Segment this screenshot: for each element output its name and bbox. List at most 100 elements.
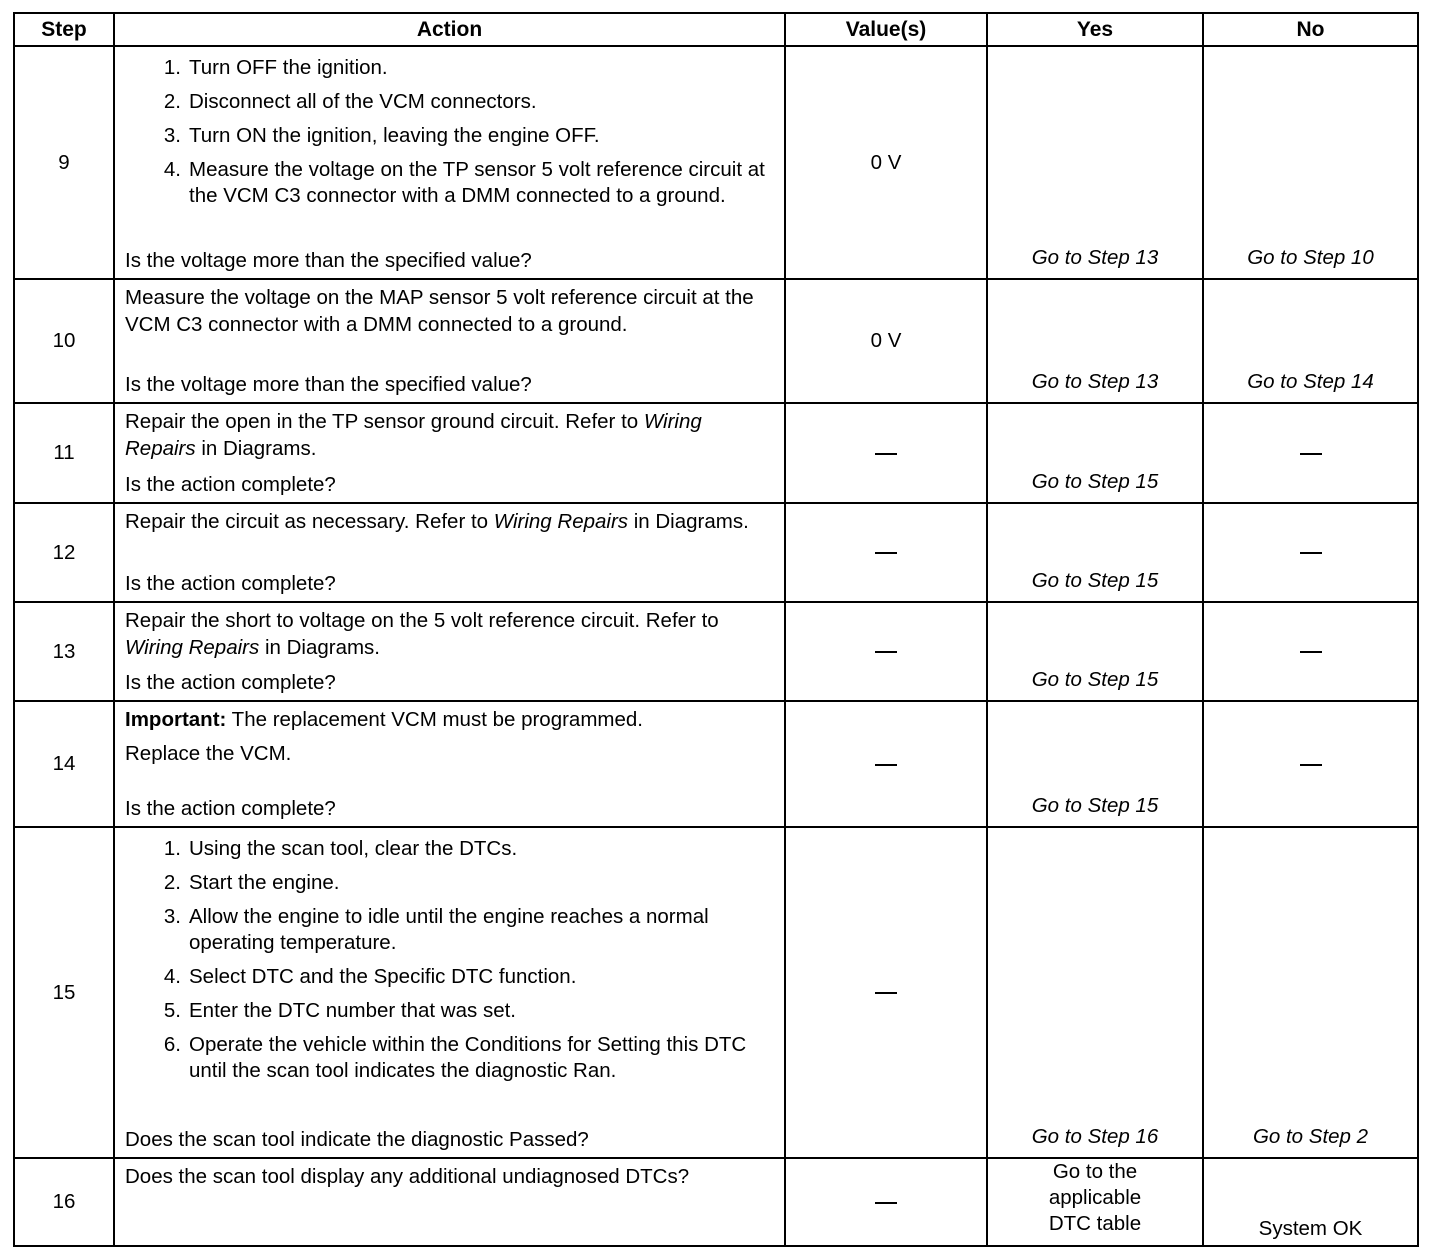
no-cell	[1202, 700, 1419, 828]
action-content: Repair the short to voltage on the 5 vol…	[125, 607, 774, 696]
yes-link[interactable]: Go to Step 15	[1031, 470, 1159, 493]
no-cell	[1202, 601, 1419, 702]
header-row: Step Action Value(s) Yes No	[13, 12, 1419, 47]
action-content: Important: The replacement VCM must be p…	[125, 706, 774, 822]
step-index: 4.	[163, 965, 181, 988]
action-text: Repair the open in the TP sensor ground …	[125, 410, 644, 433]
yes-link[interactable]: Go to Step 16	[1031, 1125, 1159, 1148]
action-step: 1. Using the scan tool, clear the DTCs.	[125, 836, 774, 862]
step-index: 3.	[163, 124, 181, 147]
action-cell: Important: The replacement VCM must be p…	[113, 700, 786, 828]
action-paragraph: Repair the open in the TP sensor ground …	[125, 408, 774, 462]
action-text: Measure the voltage on the MAP sensor 5 …	[125, 286, 754, 336]
no-link[interactable]: Go to Step 2	[1252, 1125, 1369, 1148]
action-text: in Diagrams.	[628, 510, 749, 533]
dash-icon	[875, 552, 897, 555]
step-text: Turn OFF the ignition.	[189, 56, 388, 79]
dash-icon	[1299, 552, 1322, 555]
yes-link[interactable]: Go to the applicable DTC table	[1048, 1160, 1142, 1235]
reference-link-text: Wiring Repairs	[125, 410, 702, 460]
action-question: Is the action complete?	[125, 671, 336, 694]
action-step: 4. Select DTC and the Specific DTC functi…	[125, 964, 774, 990]
step-index: 3.	[163, 905, 181, 928]
table-row: 9 1. Turn OFF the ignition. 2. Disconnect al…	[13, 45, 1419, 280]
action-text: Repair the circuit as necessary. Refer t…	[125, 510, 494, 533]
step-text: Measure the voltage on the TP sensor 5 v…	[189, 158, 765, 207]
action-text: Does the scan tool display any additiona…	[125, 1165, 690, 1188]
dash-icon	[875, 651, 897, 654]
action-step: 2. Disconnect all of the VCM connectors.	[125, 89, 774, 115]
action-question: Is the action complete?	[125, 572, 336, 595]
step-number: 12	[13, 502, 115, 603]
step-text: Select DTC and the Specific DTC function…	[189, 965, 577, 988]
table-row: 12 Repair the circuit as necessary. Refer…	[13, 502, 1419, 603]
step-number: 9	[13, 45, 115, 280]
no-cell: Go to Step 2	[1202, 826, 1419, 1159]
no-link[interactable]: System OK	[1258, 1217, 1363, 1240]
yes-cell: Go to the applicable DTC table	[986, 1157, 1204, 1247]
table-row: 11 Repair the open in the TP sensor groun…	[13, 402, 1419, 504]
yes-link[interactable]: Go to Step 15	[1031, 668, 1159, 691]
step-text: Operate the vehicle within the Condition…	[189, 1033, 747, 1082]
dash-icon	[1299, 452, 1322, 455]
action-body: 1. Using the scan tool, clear the DTCs. 2.…	[125, 832, 774, 1092]
action-paragraph: Repair the circuit as necessary. Refer t…	[125, 508, 774, 535]
action-body: 1. Turn OFF the ignition. 2. Disconnect all…	[125, 51, 774, 217]
value-cell: 0 V	[784, 278, 988, 404]
yes-link[interactable]: Go to Step 15	[1031, 794, 1159, 817]
action-step: 3. Allow the engine to idle until the eng…	[125, 904, 774, 956]
no-cell	[1202, 402, 1419, 504]
yes-cell: Go to Step 15	[986, 700, 1204, 828]
step-index: 2.	[163, 871, 181, 894]
step-index: 2.	[163, 90, 181, 113]
no-link[interactable]: Go to Step 14	[1247, 370, 1374, 393]
action-question: Is the voltage more than the specified v…	[125, 249, 532, 272]
action-question: Is the action complete?	[125, 473, 336, 496]
no-link[interactable]: Go to Step 10	[1247, 246, 1374, 269]
dash-icon	[875, 452, 897, 455]
action-step: 6. Operate the vehicle within the Conditi…	[125, 1032, 774, 1084]
value-text: 0 V	[870, 150, 902, 174]
action-paragraph: Replace the VCM.	[125, 740, 774, 767]
yes-link[interactable]: Go to Step 13	[1031, 370, 1159, 393]
action-text: Repair the short to voltage on the 5 vol…	[125, 609, 719, 632]
yes-cell: Go to Step 13	[986, 278, 1204, 404]
action-content: 1. Turn OFF the ignition. 2. Disconnect all…	[125, 51, 774, 274]
step-text: Disconnect all of the VCM connectors.	[189, 90, 537, 113]
table-row: 10 Measure the voltage on the MAP sensor …	[13, 278, 1419, 404]
reference-link-text: Wiring Repairs	[125, 636, 260, 659]
action-cell: Repair the short to voltage on the 5 vol…	[113, 601, 786, 702]
action-cell: Repair the open in the TP sensor ground …	[113, 402, 786, 504]
step-number: 13	[13, 601, 115, 702]
no-cell: Go to Step 10	[1202, 45, 1419, 280]
value-cell	[784, 601, 988, 702]
step-index: 1.	[163, 56, 181, 79]
yes-link[interactable]: Go to Step 13	[1031, 246, 1159, 269]
action-paragraph: Repair the short to voltage on the 5 vol…	[125, 607, 774, 661]
action-cell: Measure the voltage on the MAP sensor 5 …	[113, 278, 786, 404]
action-body: Measure the voltage on the MAP sensor 5 …	[125, 284, 774, 338]
action-question: Is the action complete?	[125, 797, 336, 820]
action-cell: 1. Using the scan tool, clear the DTCs. 2.…	[113, 826, 786, 1159]
action-body: Important: The replacement VCM must be p…	[125, 706, 774, 767]
step-index: 5.	[163, 999, 181, 1022]
table-row: 16 Does the scan tool display any additio…	[13, 1157, 1419, 1247]
action-body: Repair the open in the TP sensor ground …	[125, 408, 774, 462]
dash-icon	[875, 1201, 897, 1204]
action-body: Repair the circuit as necessary. Refer t…	[125, 508, 774, 535]
dash-icon	[1299, 763, 1322, 766]
action-step: 3. Turn ON the ignition, leaving the engi…	[125, 123, 774, 149]
action-paragraph: Measure the voltage on the MAP sensor 5 …	[125, 284, 774, 338]
action-step: 4. Measure the voltage on the TP sensor 5…	[125, 157, 774, 209]
action-body: Does the scan tool display any additiona…	[125, 1163, 774, 1190]
no-cell: Go to Step 14	[1202, 278, 1419, 404]
no-cell	[1202, 502, 1419, 603]
yes-link[interactable]: Go to Step 15	[1031, 569, 1159, 592]
action-content: Does the scan tool display any additiona…	[125, 1163, 774, 1241]
action-paragraph: Does the scan tool display any additiona…	[125, 1163, 774, 1190]
yes-cell: Go to Step 13	[986, 45, 1204, 280]
action-step: 2. Start the engine.	[125, 870, 774, 896]
step-index: 4.	[163, 158, 181, 181]
header-action: Action	[113, 12, 786, 47]
step-text: Using the scan tool, clear the DTCs.	[189, 837, 518, 860]
